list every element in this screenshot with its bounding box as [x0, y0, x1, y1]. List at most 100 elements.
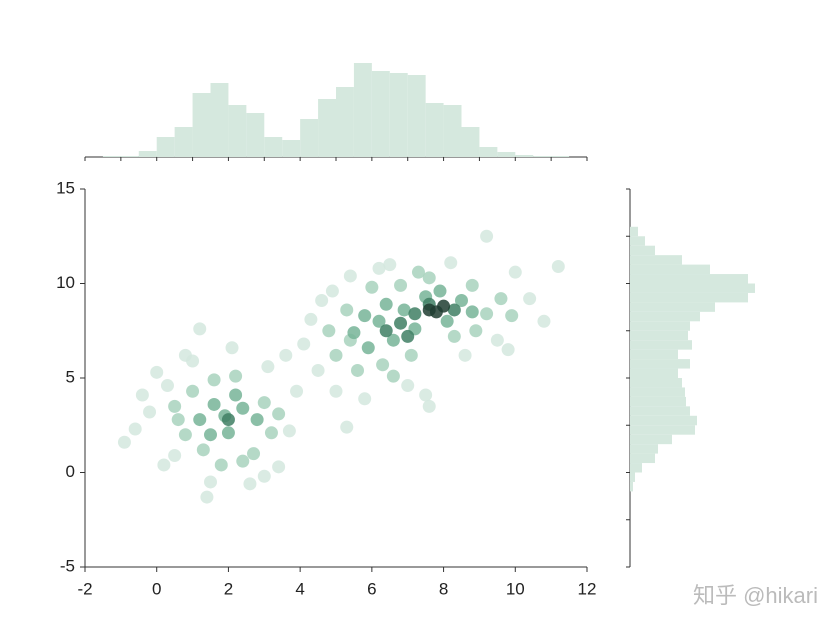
point	[329, 348, 343, 362]
point	[168, 399, 182, 413]
hist-bar	[630, 245, 655, 256]
point	[365, 280, 379, 294]
point	[204, 428, 217, 442]
hist-bar	[192, 93, 211, 157]
point	[397, 303, 411, 317]
hist-bar	[551, 156, 570, 157]
point	[469, 324, 483, 338]
point	[311, 363, 325, 377]
point	[358, 309, 372, 323]
hist-bar	[461, 127, 480, 157]
x-tick-label: 12	[578, 579, 597, 598]
point	[394, 278, 408, 292]
point	[501, 343, 515, 357]
hist-bar	[630, 321, 690, 331]
point	[279, 348, 293, 362]
y-tick-label: 15	[56, 178, 75, 197]
point	[490, 333, 504, 347]
hist-bar	[210, 83, 229, 157]
point	[272, 407, 286, 421]
hist-bar	[282, 140, 301, 157]
x-tick-label: -2	[77, 579, 92, 598]
point	[419, 388, 433, 402]
point	[351, 363, 365, 377]
hist-bar	[630, 406, 690, 416]
point	[523, 292, 537, 306]
hist-bar	[630, 359, 690, 369]
hist-bar	[174, 127, 193, 157]
point	[394, 316, 408, 330]
hist-bar	[353, 63, 372, 157]
hist-bar	[138, 151, 157, 157]
point	[429, 305, 443, 319]
point	[401, 329, 415, 343]
point	[229, 388, 243, 402]
hist-bar	[336, 87, 354, 157]
point	[186, 354, 200, 368]
hist-bar	[371, 71, 390, 157]
point	[458, 348, 472, 362]
hist-bar	[630, 264, 710, 275]
point	[404, 348, 418, 362]
x-tick-label: 6	[367, 579, 376, 598]
point	[207, 397, 221, 411]
point	[433, 284, 447, 298]
x-tick-label: 10	[506, 579, 525, 598]
point	[150, 365, 164, 379]
y-tick-label: 0	[66, 462, 75, 481]
point	[376, 358, 390, 372]
hist-bar	[156, 137, 175, 157]
hist-bar	[630, 302, 715, 312]
hist-bar	[389, 73, 408, 157]
point	[157, 458, 171, 472]
point	[537, 314, 551, 328]
point	[236, 401, 250, 415]
point	[325, 284, 339, 298]
watermark: 知乎 @hikari	[693, 583, 818, 608]
point	[411, 265, 425, 279]
point	[297, 337, 311, 351]
hist-bar	[120, 156, 139, 157]
hist-bar	[515, 155, 534, 157]
point	[204, 475, 217, 489]
hist-bar	[630, 274, 748, 284]
point	[379, 297, 393, 311]
x-tick-label: 2	[224, 579, 233, 598]
hist-bar	[533, 156, 552, 157]
point	[143, 405, 157, 419]
point	[225, 341, 239, 355]
hist-bar	[630, 396, 686, 407]
point	[186, 384, 200, 398]
hist-bar	[630, 463, 642, 473]
hist-bar	[630, 368, 678, 378]
point	[508, 265, 522, 279]
hist-bar	[630, 453, 655, 464]
hist-bar	[630, 481, 633, 492]
point	[264, 426, 278, 440]
hist-bar	[630, 255, 682, 265]
point	[343, 269, 357, 283]
x-tick-label: 0	[152, 579, 161, 598]
point	[447, 329, 461, 343]
point	[347, 326, 361, 340]
point	[340, 420, 354, 434]
hist-bar	[102, 156, 121, 157]
point	[480, 229, 494, 243]
point	[160, 379, 174, 393]
hist-bar	[630, 311, 700, 322]
point	[480, 307, 494, 321]
point	[117, 435, 131, 449]
point	[455, 294, 468, 308]
point	[128, 422, 142, 436]
point	[329, 384, 343, 398]
point	[361, 341, 375, 355]
point	[383, 258, 397, 272]
hist-bar	[246, 113, 265, 157]
hist-bar	[630, 425, 695, 435]
hist-bar	[228, 105, 247, 157]
point	[340, 303, 354, 317]
point	[358, 392, 372, 406]
hist-bar	[630, 340, 692, 350]
point	[505, 309, 519, 323]
